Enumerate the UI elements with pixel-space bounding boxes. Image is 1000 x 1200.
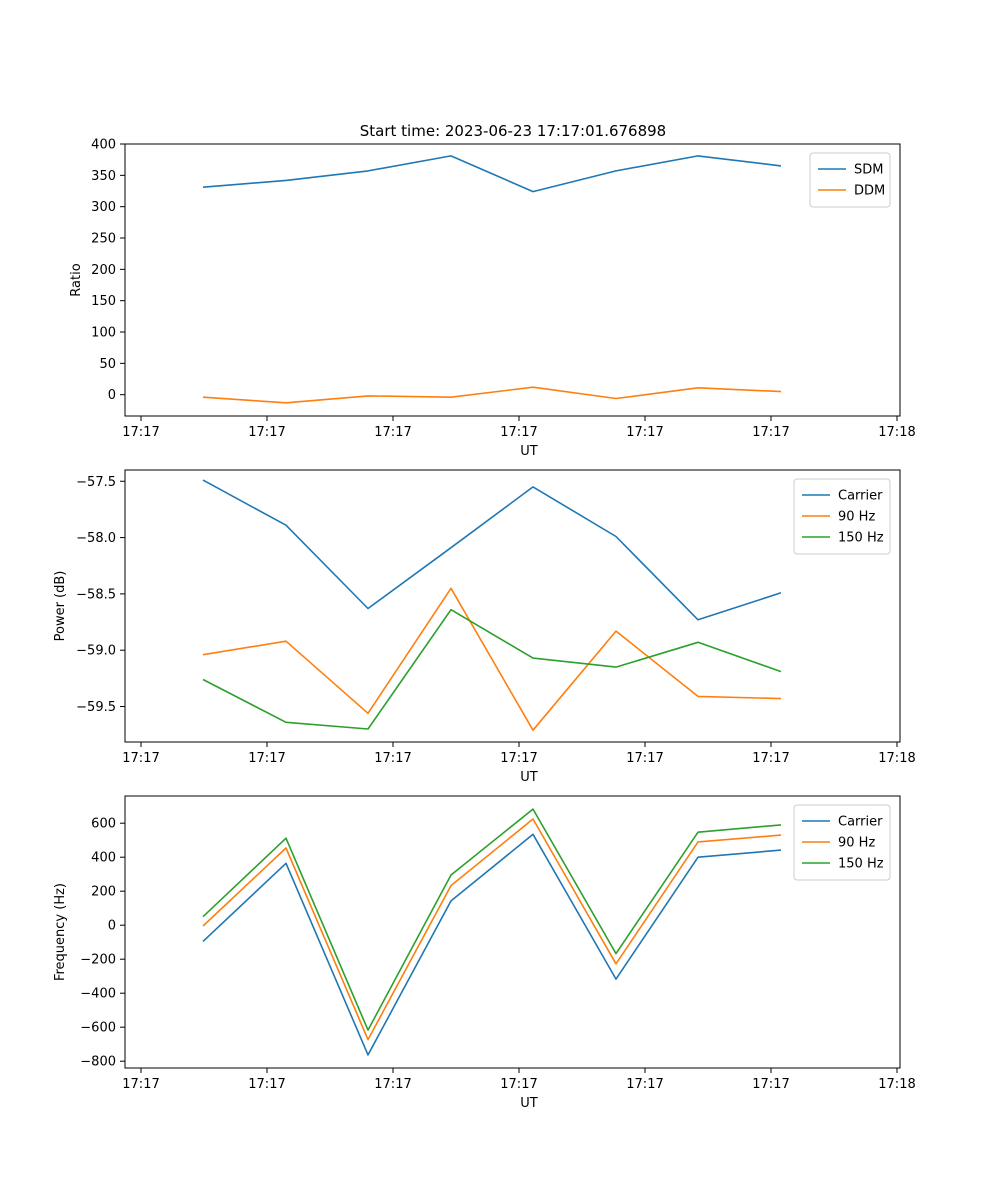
figure-title: Start time: 2023-06-23 17:17:01.676898 [360, 122, 666, 140]
x-tick-label: 17:17 [122, 751, 159, 766]
y-tick-label: −59.0 [76, 644, 116, 659]
legend-entry: SDM [854, 163, 883, 178]
y-tick-label: 300 [91, 200, 116, 215]
x-axis-label: UT [520, 1096, 538, 1111]
x-tick-label: 17:17 [374, 751, 411, 766]
x-tick-label: 17:17 [626, 1077, 663, 1092]
legend-entry: 90 Hz [838, 836, 875, 851]
x-tick-label: 17:17 [500, 425, 537, 440]
x-axis-label: UT [520, 444, 538, 459]
y-tick-label: −800 [80, 1055, 116, 1070]
x-tick-label: 17:17 [374, 425, 411, 440]
legend-box [793, 804, 891, 881]
y-tick-label: 600 [91, 817, 116, 832]
x-tick-label: 17:18 [878, 751, 915, 766]
y-axis-label: Frequency (Hz) [53, 883, 68, 981]
legend-entry: 150 Hz [838, 531, 884, 546]
legend: SDM DDM [809, 152, 891, 208]
series-line-ddm [202, 386, 782, 404]
legend-box [809, 152, 891, 208]
y-tick-label: 200 [91, 885, 116, 900]
chart-2: 17:17 17:17 17:17 17:17 17:17 17:17 17:18 −59.5… [53, 469, 916, 785]
y-tick-label: 0 [108, 919, 116, 934]
x-axis-label: UT [520, 770, 538, 785]
x-tick-label: 17:17 [626, 425, 663, 440]
legend-entry: Carrier [838, 815, 883, 830]
y-tick-label: −57.5 [76, 475, 116, 490]
x-tick-label: 17:17 [626, 751, 663, 766]
x-tick-label: 17:17 [248, 425, 285, 440]
y-tick-label: −58.5 [76, 587, 116, 602]
y-tick-label: 100 [91, 326, 116, 341]
x-tick-label: 17:17 [248, 1077, 285, 1092]
series-line-150-hz [202, 608, 782, 730]
legend: Carrier 90 Hz 150 Hz [793, 804, 891, 881]
x-tick-label: 17:17 [248, 751, 285, 766]
y-tick-label: 400 [91, 138, 116, 153]
x-tick-label: 17:17 [500, 1077, 537, 1092]
x-tick-label: 17:17 [752, 751, 789, 766]
y-axis-label: Ratio [69, 263, 84, 296]
series-line-150-hz [202, 808, 782, 1031]
y-tick-label: 150 [91, 294, 116, 309]
legend-entry: 150 Hz [838, 857, 884, 872]
y-tick-label: 250 [91, 232, 116, 247]
y-tick-label: 200 [91, 263, 116, 278]
series-line-90-hz [202, 818, 782, 1041]
y-tick-label: 50 [99, 357, 116, 372]
plot-frame [124, 469, 901, 743]
plot-frame [124, 795, 901, 1069]
x-tick-label: 17:17 [374, 1077, 411, 1092]
plot-frame [124, 143, 901, 417]
x-tick-label: 17:17 [500, 751, 537, 766]
series-line-sdm [202, 155, 782, 193]
x-tick-label: 17:17 [122, 425, 159, 440]
series-line-carrier [202, 479, 782, 621]
legend-box [793, 478, 891, 555]
y-tick-label: −200 [80, 953, 116, 968]
y-axis-label: Power (dB) [53, 571, 68, 642]
y-tick-label: −400 [80, 987, 116, 1002]
y-tick-label: 400 [91, 851, 116, 866]
x-tick-label: 17:17 [752, 425, 789, 440]
charts-container: 17:17 17:17 17:17 17:17 17:17 17:17 17:18 0 50 10… [53, 138, 916, 1112]
chart-3: 17:17 17:17 17:17 17:17 17:17 17:17 17:18 −800 −… [53, 795, 916, 1111]
x-tick-label: 17:18 [878, 425, 915, 440]
x-tick-label: 17:17 [752, 1077, 789, 1092]
legend-entry: DDM [854, 184, 885, 199]
legend-entry: 90 Hz [838, 510, 875, 525]
y-tick-label: 0 [108, 388, 116, 403]
series-line-90-hz [202, 587, 782, 732]
series-line-carrier [202, 833, 782, 1056]
y-tick-label: −600 [80, 1021, 116, 1036]
legend-entry: Carrier [838, 489, 883, 504]
y-tick-label: 350 [91, 169, 116, 184]
x-tick-label: 17:18 [878, 1077, 915, 1092]
y-tick-label: −58.0 [76, 531, 116, 546]
x-tick-label: 17:17 [122, 1077, 159, 1092]
y-tick-label: −59.5 [76, 700, 116, 715]
chart-1: 17:17 17:17 17:17 17:17 17:17 17:17 17:18 0 50 10… [69, 138, 916, 460]
legend: Carrier 90 Hz 150 Hz [793, 478, 891, 555]
